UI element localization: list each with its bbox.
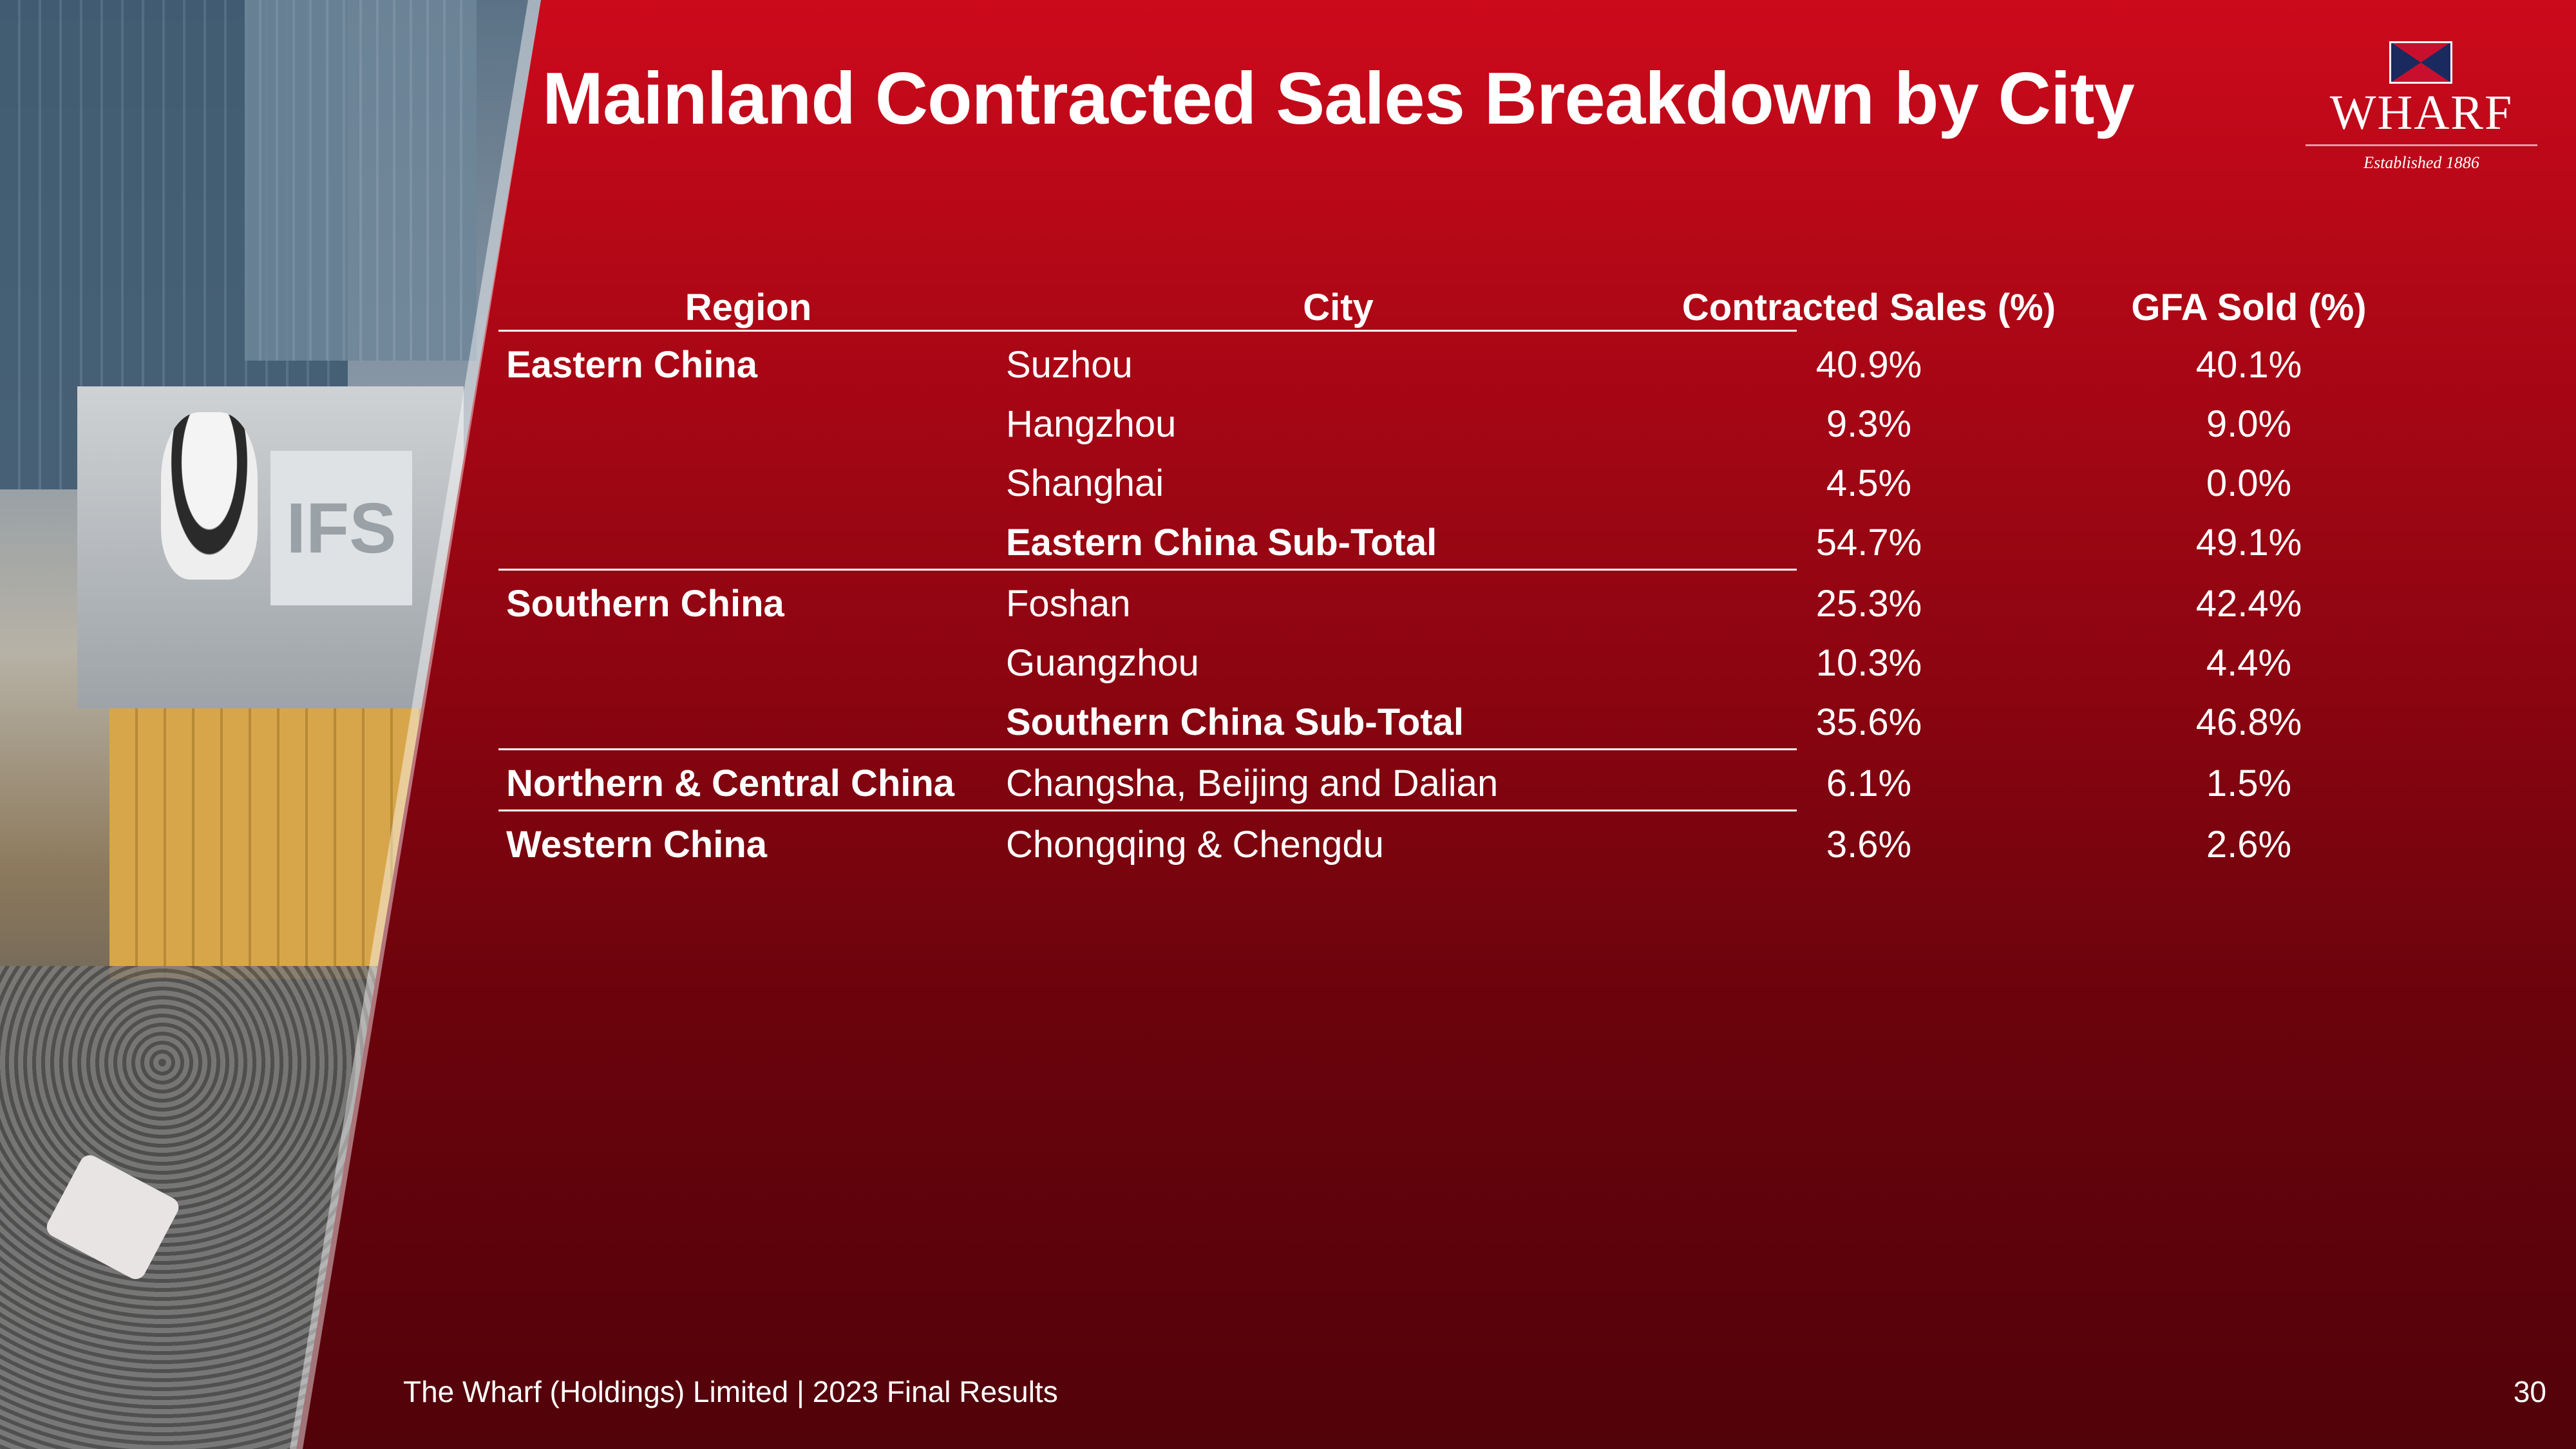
logo-wordmark: WHARF: [2329, 86, 2514, 140]
city-cell: Shanghai: [1006, 462, 1164, 504]
contracted-sales-cell: 25.3%: [1815, 583, 1922, 625]
table-group: Western China Chongqing & Chengdu 3.6% 2.6%: [498, 810, 2291, 871]
contracted-sales-cell: 6.1%: [1826, 762, 1912, 804]
table-row: Northern & Central China Changsha, Beijin…: [498, 750, 2291, 810]
city-cell: Changsha, Beijing and Dalian: [1006, 762, 1499, 804]
header-city: City: [1303, 287, 1374, 328]
header-gfa-sold: GFA Sold (%): [2131, 287, 2367, 328]
table-group: Eastern China Suzhou 40.9% 40.1% Hangzhou 9.3…: [498, 332, 2302, 569]
region-cell: Northern & Central China: [506, 762, 955, 804]
region-cell: Western China: [506, 824, 768, 866]
region-cell: Eastern China: [506, 344, 757, 386]
contracted-sales-cell: 40.9%: [1815, 344, 1922, 386]
city-cell: Foshan: [1006, 583, 1131, 625]
gfa-sold-cell: 42.4%: [2195, 583, 2302, 625]
table-row: Eastern China Sub-Total 54.7% 49.1%: [498, 509, 2302, 569]
slide-title: Mainland Contracted Sales Breakdown by C…: [542, 58, 2135, 140]
header-contracted-sales: Contracted Sales (%): [1681, 287, 2056, 328]
table-row: Hangzhou 9.3% 9.0%: [498, 391, 2291, 450]
page-number: 30: [2513, 1375, 2546, 1408]
city-cell: Hangzhou: [1006, 403, 1177, 445]
wharf-flag-icon: [2389, 41, 2452, 84]
photo-panda-sculpture: [161, 412, 258, 580]
photo-tower-secondary: [245, 0, 477, 361]
table-row: Guangzhou 10.3% 4.4%: [498, 630, 2291, 689]
region-cell: Southern China: [506, 583, 784, 625]
table-body: Eastern China Suzhou 40.9% 40.1% Hangzhou 9.3…: [498, 332, 2302, 871]
gfa-sold-cell: 2.6%: [2206, 824, 2292, 866]
table-row: Southern China Sub-Total 35.6% 46.8%: [498, 689, 2302, 748]
gfa-sold-cell: 1.5%: [2206, 762, 2292, 804]
wharf-logo: WHARF Established 1886: [2306, 41, 2537, 176]
contracted-sales-cell: 3.6%: [1826, 824, 1912, 866]
logo-established: Established 1886: [2363, 153, 2479, 172]
sales-breakdown-table: Region City Contracted Sales (%) GFA Sol…: [498, 277, 2367, 871]
logo-divider: [2306, 144, 2537, 146]
city-cell: Suzhou: [1006, 344, 1133, 386]
header-region: Region: [685, 287, 812, 328]
contracted-sales-cell: 35.6%: [1815, 701, 1922, 743]
gfa-sold-cell: 9.0%: [2206, 403, 2292, 445]
photo-ifs-sign: IFS: [270, 451, 412, 605]
subtotal-cell: Southern China Sub-Total: [1006, 701, 1464, 743]
table-row: Western China Chongqing & Chengdu 3.6% 2.6%: [498, 811, 2291, 871]
table-group: Southern China Foshan 25.3% 42.4% Guangzhou 1…: [498, 569, 2302, 748]
contracted-sales-cell: 4.5%: [1826, 462, 1912, 504]
contracted-sales-cell: 54.7%: [1815, 522, 1922, 564]
footer-text: The Wharf (Holdings) Limited | 2023 Fina…: [403, 1375, 1058, 1408]
table-group: Northern & Central China Changsha, Beijin…: [498, 748, 2291, 810]
subtotal-cell: Eastern China Sub-Total: [1006, 522, 1437, 564]
city-cell: Chongqing & Chengdu: [1006, 824, 1384, 866]
background-photo: IFS: [0, 0, 541, 1449]
gfa-sold-cell: 46.8%: [2195, 701, 2302, 743]
city-cell: Guangzhou: [1006, 642, 1199, 684]
contracted-sales-cell: 10.3%: [1815, 642, 1922, 684]
contracted-sales-cell: 9.3%: [1826, 403, 1912, 445]
gfa-sold-cell: 4.4%: [2206, 642, 2292, 684]
gfa-sold-cell: 49.1%: [2195, 522, 2302, 564]
table-row: Eastern China Suzhou 40.9% 40.1%: [498, 332, 2302, 391]
table-row: Southern China Foshan 25.3% 42.4%: [498, 571, 2302, 630]
table-row: Shanghai 4.5% 0.0%: [498, 450, 2291, 509]
gfa-sold-cell: 40.1%: [2195, 344, 2302, 386]
table-header-row: Region City Contracted Sales (%) GFA Sol…: [498, 277, 2367, 332]
gfa-sold-cell: 0.0%: [2206, 462, 2292, 504]
